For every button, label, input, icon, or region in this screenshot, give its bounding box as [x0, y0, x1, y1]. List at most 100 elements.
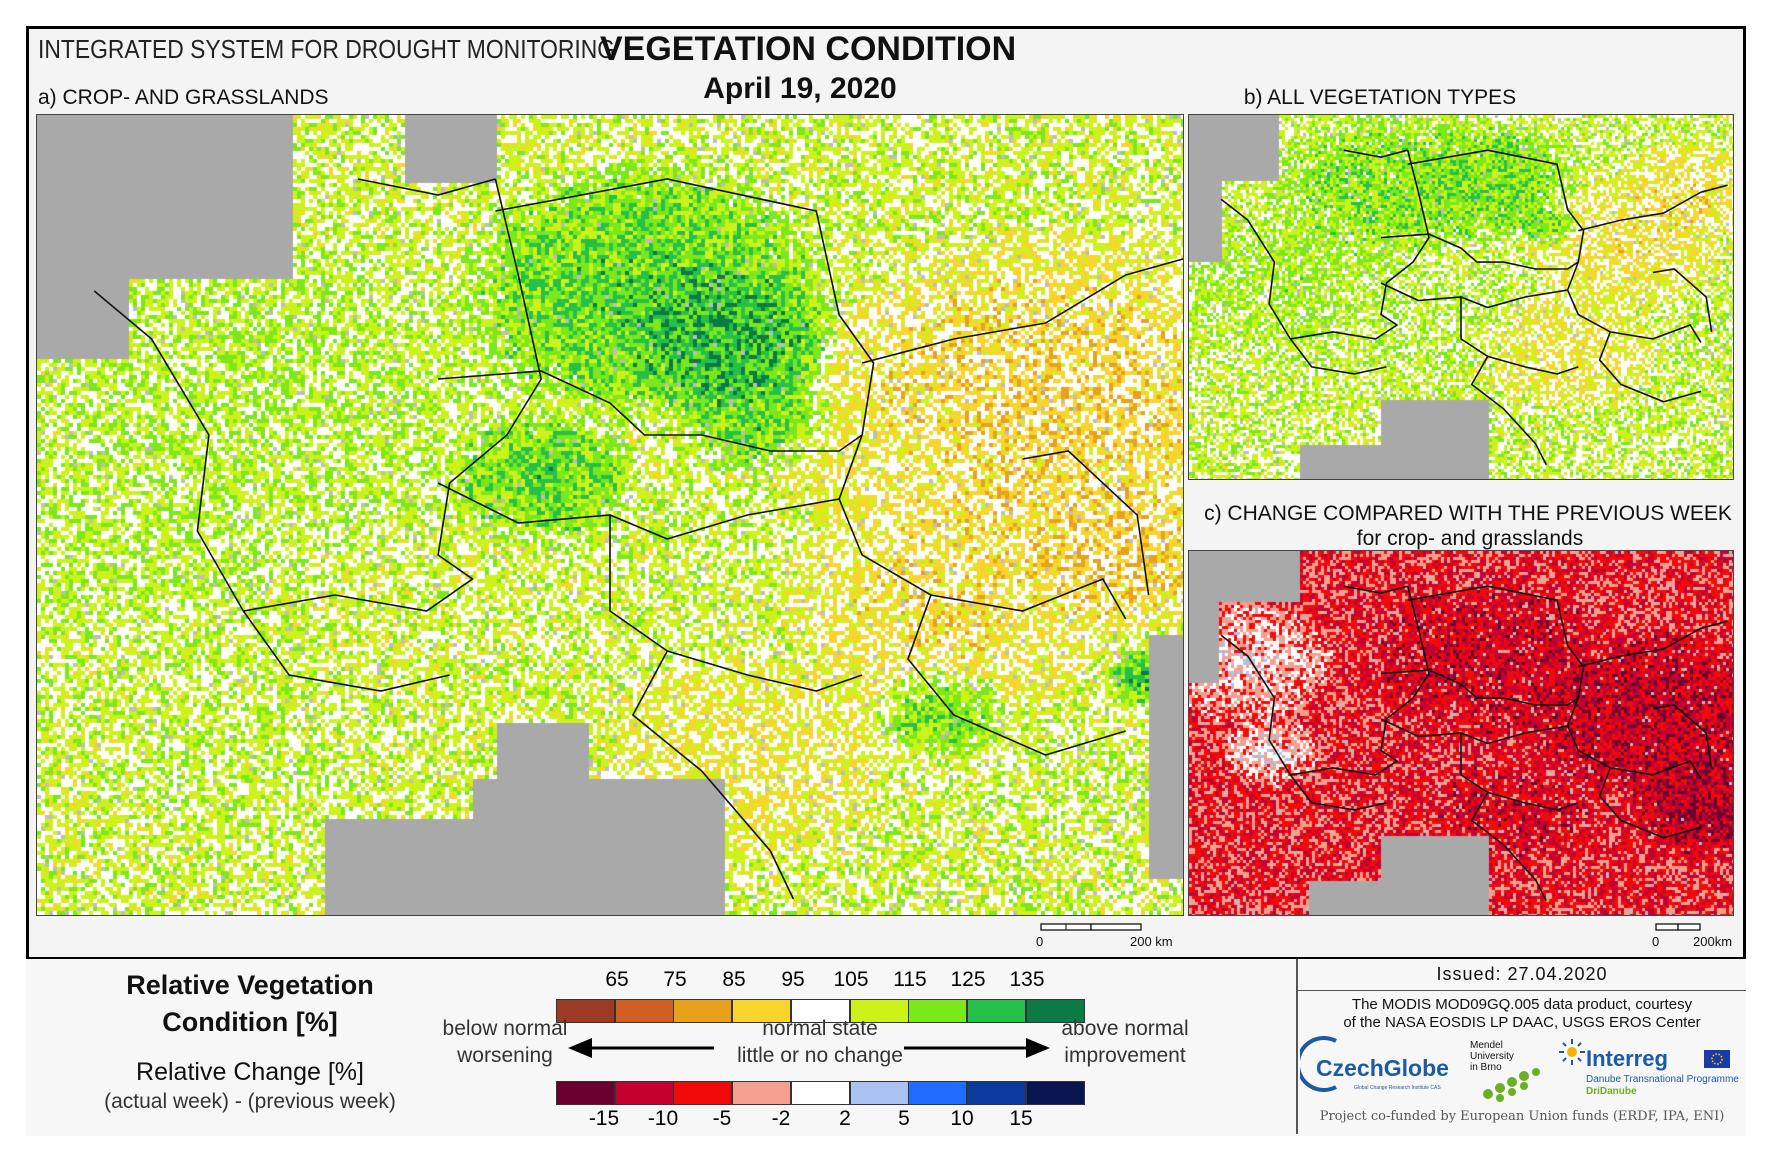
rvc-tick: 85 [722, 968, 746, 991]
scale-label-c: 200km [1693, 934, 1733, 949]
rvc-title-line1: Relative Vegetation [126, 970, 374, 1000]
country-border-line [1343, 149, 1408, 159]
czechglobe-wordmark: CzechGlobe [1316, 1055, 1449, 1081]
rc-swatch [1025, 1081, 1085, 1105]
country-border-line [357, 178, 496, 196]
legend-info-divider [1296, 959, 1298, 1134]
country-border-line [1652, 268, 1713, 333]
legend-right-line2: improvement [1064, 1044, 1186, 1067]
rvc-swatch [614, 999, 674, 1023]
legend-right-line1: above normal [1061, 1017, 1189, 1040]
interreg-wordmark: Interreg [1586, 1046, 1668, 1071]
interreg-sun-icon [1559, 1039, 1585, 1065]
czechglobe-logo: CzechGlobe Global Change Research Instit… [1300, 1035, 1460, 1097]
panel-a-title: a) CROP- AND GRASSLANDS [38, 86, 329, 109]
country-border-line [93, 290, 244, 612]
rc-swatch [556, 1081, 615, 1105]
country-border-line [1380, 261, 1580, 309]
rc-swatch [966, 1081, 1026, 1105]
panel-c-subtitle: for crop- and grasslands [1356, 527, 1584, 550]
country-border-line [438, 370, 863, 452]
rvc-swatch [673, 999, 733, 1023]
interreg-subtext1: Danube Transnational Programme [1586, 1074, 1739, 1085]
rvc-tick: 75 [663, 968, 687, 991]
legend-left-line1: below normal [442, 1017, 568, 1040]
legend-area [26, 957, 1746, 1136]
rvc-tick: 65 [605, 968, 629, 991]
rvc-tick: 95 [781, 968, 805, 991]
czechglobe-subtext: Global Change Research Institute CAS [1354, 1085, 1441, 1091]
right-arrow-icon [904, 1038, 1050, 1058]
rc-tick: -2 [771, 1107, 791, 1130]
rc-tick: -5 [712, 1107, 732, 1130]
country-border-line [1578, 620, 1728, 668]
rc-tick: -15 [588, 1107, 620, 1130]
scale-zero-a: 0 [1036, 934, 1044, 949]
system-title: INTEGRATED SYSTEM FOR DROUGHT MONITORING [38, 34, 616, 64]
rc-tick: 15 [1009, 1107, 1033, 1130]
mendel-dots-icon [1483, 1068, 1540, 1102]
rvc-swatch [849, 999, 909, 1023]
mendel-line3: in Brno [1470, 1062, 1502, 1073]
country-border-line [861, 258, 1183, 364]
country-border-line [1566, 725, 1702, 779]
mendel-line1: Mendel [1470, 1040, 1503, 1051]
country-border-line [1470, 356, 1548, 466]
country-border-line [1407, 585, 1585, 699]
country-border-line [1407, 149, 1585, 263]
rvc-swatch [556, 999, 615, 1023]
main-title: VEGETATION CONDITION [600, 30, 1017, 68]
country-border-line [1343, 585, 1408, 595]
scale-bar-c [1655, 923, 1701, 931]
rc-swatch [732, 1081, 792, 1105]
country-border-line [907, 594, 1126, 756]
country-border-line [609, 515, 863, 692]
country-border-line [1022, 450, 1150, 596]
rvc-swatch [732, 999, 792, 1023]
rvc-title-line2: Condition [%] [162, 1007, 338, 1037]
rc-tick: 2 [839, 1107, 851, 1130]
rvc-tick: 105 [833, 968, 869, 991]
country-border-line [1290, 586, 1430, 776]
country-border-line [1220, 198, 1292, 340]
country-borders-b [1220, 149, 1728, 466]
interreg-logo: Interreg Danube Transnational Programme … [1558, 1038, 1740, 1100]
country-border-line [1220, 634, 1292, 776]
mendel-line2: University [1470, 1051, 1514, 1062]
rvc-tick: 115 [893, 968, 927, 991]
country-border-line [631, 650, 795, 900]
country-border-line [1460, 733, 1579, 811]
scale-label-a: 200 km [1130, 934, 1173, 949]
eu-flag-icon [1704, 1050, 1730, 1068]
country-borders-c [1220, 585, 1728, 902]
country-border-line [1289, 338, 1387, 375]
country-border-line [1380, 233, 1579, 270]
country-borders [93, 178, 1183, 900]
rc-swatch [908, 1081, 968, 1105]
country-border-line [1598, 331, 1702, 403]
map-panel-weekly-change [1188, 550, 1734, 916]
country-border-line [1380, 669, 1579, 706]
rc-swatch [673, 1081, 733, 1105]
rc-tick: 10 [950, 1107, 974, 1130]
rc-subtitle: (actual week) - (previous week) [104, 1090, 396, 1113]
country-border-line [1566, 289, 1702, 343]
country-border-line [1652, 704, 1713, 769]
rc-swatch [614, 1081, 674, 1105]
courtesy-line1: The MODIS MOD09GQ.005 data product, cour… [1351, 996, 1693, 1013]
scale-zero-c: 0 [1652, 934, 1660, 949]
legend-center-line1: normal state [762, 1017, 878, 1040]
country-border-line [1289, 774, 1387, 811]
country-border-line [242, 610, 450, 692]
country-border-line [1380, 697, 1580, 745]
rvc-tick: 135 [1009, 968, 1045, 991]
funding-note: Project co-funded by European Union fund… [1319, 1109, 1725, 1124]
mendel-logo: Mendel University in Brno [1470, 1040, 1560, 1102]
panel-b-title: b) ALL VEGETATION TYPES [1243, 86, 1517, 109]
rvc-swatch [908, 999, 968, 1023]
country-border-line [1290, 150, 1430, 340]
czechglobe-arc-icon [1300, 1036, 1337, 1092]
legend-center-line2: little or no change [737, 1044, 903, 1067]
scale-bar-a [1040, 923, 1142, 931]
rc-swatch [790, 1081, 850, 1105]
